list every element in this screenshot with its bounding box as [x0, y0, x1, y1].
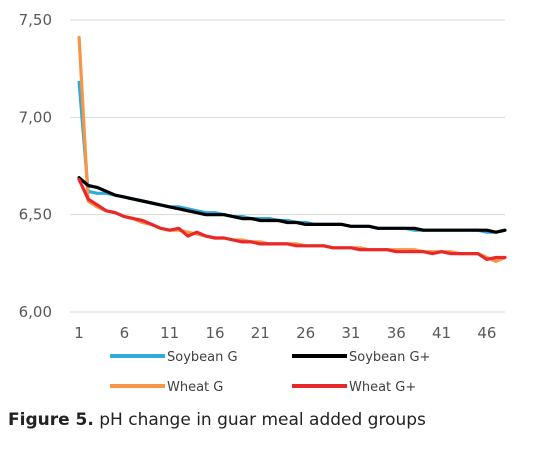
gridlines [70, 19, 505, 216]
legend-label: Soybean G+ [349, 350, 430, 365]
line-chart: 6,006,507,007,50 1 6 11 16 21 26 31 36 41 46 Soyb… [19, 11, 507, 395]
y-axis-ticks: 6,00 6,50 7,00 7,50 [19, 11, 52, 321]
y-tick-label: 7,50 [19, 11, 52, 29]
legend-label: Wheat G [167, 380, 223, 395]
x-tick-label: 1 [74, 324, 84, 342]
x-tick-label: 21 [251, 324, 270, 342]
x-tick-label: 41 [432, 324, 451, 342]
y-tick-label: 6,00 [19, 303, 52, 321]
series-lines [77, 35, 507, 263]
x-tick-label: 36 [387, 324, 406, 342]
legend-label: Wheat G+ [349, 380, 416, 395]
series-line [77, 178, 507, 261]
legend: Soybean G Soybean G+ Wheat G Wheat G+ [110, 350, 430, 395]
x-tick-label: 16 [205, 324, 224, 342]
series-line [77, 35, 507, 263]
figure-caption: Figure 5. pH change in guar meal added g… [8, 410, 426, 430]
x-axis-ticks: 1 6 11 16 21 26 31 36 41 46 [74, 324, 496, 342]
y-tick-label: 7,00 [19, 108, 52, 126]
figure-caption-text: pH change in guar meal added groups [93, 410, 426, 430]
y-tick-label: 6,50 [19, 206, 52, 224]
series-line [77, 176, 507, 234]
x-tick-label: 11 [160, 324, 179, 342]
legend-label: Soybean G [167, 350, 238, 365]
x-tick-label: 31 [341, 324, 360, 342]
figure-caption-label: Figure 5. [8, 410, 94, 430]
x-tick-label: 26 [296, 324, 315, 342]
x-tick-label: 46 [477, 324, 496, 342]
series-line [77, 80, 507, 234]
x-tick-label: 6 [120, 324, 130, 342]
